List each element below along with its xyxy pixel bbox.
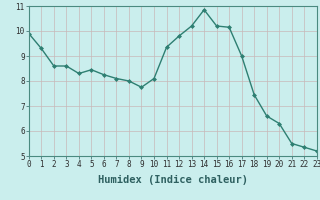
X-axis label: Humidex (Indice chaleur): Humidex (Indice chaleur) — [98, 175, 248, 185]
